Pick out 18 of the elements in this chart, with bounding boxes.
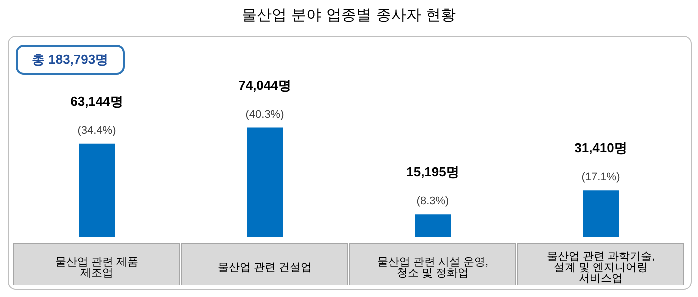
bar xyxy=(415,214,451,237)
annotation: (8.3%) xyxy=(416,196,450,208)
chart-title: 물산업 분야 업종별 종사자 현황 xyxy=(240,6,458,25)
x-tick-label: 물산업 관련 건설업 xyxy=(218,262,312,274)
annotation: (34.4%) xyxy=(78,124,116,137)
annotation: (17.1%) xyxy=(582,172,620,184)
x-tick-label: 물산업 관련 제품 제조업 xyxy=(55,256,139,280)
annotation: (40.3%) xyxy=(246,108,284,121)
data-label: 31,410명 xyxy=(574,140,628,156)
data-label: 15,195명 xyxy=(406,164,460,180)
x-tick-label: 물산업 관련 시설 운영, 청소 및 정화업 xyxy=(377,256,489,280)
bar xyxy=(79,144,115,237)
bar xyxy=(247,128,283,237)
bar xyxy=(583,190,619,237)
data-label: 63,144명 xyxy=(70,94,124,109)
x-tick-label: 물산업 관련 과학기술, 설계 및 엔지니어링 서비스업 xyxy=(546,250,656,285)
text: 총 183,793명 xyxy=(16,45,125,75)
data-label: 74,044명 xyxy=(238,78,292,93)
